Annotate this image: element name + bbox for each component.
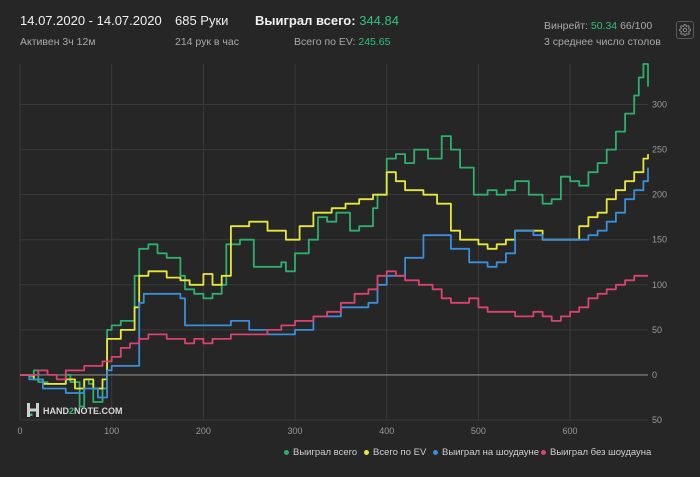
- x-tick-label: 600: [563, 426, 578, 436]
- ev-total-label: Всего по EV:: [294, 36, 356, 48]
- y-tick-label: 200: [652, 190, 667, 200]
- legend-label: Выиграл всего: [293, 447, 358, 458]
- x-tick-label: 400: [379, 426, 394, 436]
- won-total: Выиграл всего: 344.84: [255, 13, 399, 28]
- legend-dot: [541, 450, 546, 455]
- y-tick-label: 150: [652, 235, 667, 245]
- y-tick-label: 50: [652, 325, 662, 335]
- chart-legend: Выиграл всего Всего по EV Выиграл на шоу…: [0, 444, 700, 460]
- watermark: HAND2NOTE.COM: [27, 403, 123, 417]
- avg-tables: 3 среднее число столов: [544, 36, 661, 48]
- y-tick-label: 0: [652, 370, 657, 380]
- legend-label: Всего по EV: [373, 447, 427, 458]
- winrate: Винрейт: 50.34 66/100: [544, 20, 652, 32]
- watermark-text: HAND2NOTE.COM: [43, 406, 123, 416]
- x-tick-label: 0: [17, 426, 22, 436]
- y-tick-label: 100: [652, 280, 667, 290]
- ev-total-value: 245.65: [358, 36, 391, 48]
- hands-per-hour: 214 рук в час: [175, 36, 239, 48]
- series-line-3: [20, 270, 648, 381]
- legend-label: Выиграл без шоудауна: [550, 447, 652, 458]
- x-tick-label: 500: [471, 426, 486, 436]
- legend-item-won-total[interactable]: Выиграл всего: [284, 447, 357, 458]
- won-total-value: 344.84: [359, 13, 399, 28]
- hands-count: 685 Руки: [175, 13, 229, 28]
- legend-item-ev-total[interactable]: Всего по EV: [364, 447, 426, 458]
- won-total-label: Выиграл всего:: [255, 13, 356, 28]
- series-line-2: [20, 167, 649, 399]
- winrate-label: Винрейт:: [544, 20, 588, 32]
- ev-total: Всего по EV: 245.65: [294, 36, 390, 48]
- winrate-value: 50.34: [590, 20, 618, 32]
- y-tick-label: 50: [652, 415, 662, 425]
- active-time: Активен 3ч 12м: [20, 36, 96, 48]
- y-tick-label: 250: [652, 145, 667, 155]
- x-tick-label: 200: [196, 426, 211, 436]
- x-tick-label: 300: [288, 426, 303, 436]
- gear-icon: [679, 24, 691, 36]
- legend-dot: [364, 450, 369, 455]
- date-range: 14.07.2020 - 14.07.2020: [20, 13, 162, 28]
- settings-button[interactable]: [676, 21, 694, 39]
- legend-label: Выиграл на шоудауне: [442, 447, 540, 458]
- legend-dot: [284, 450, 289, 455]
- winrate-count: 66/100: [620, 20, 653, 32]
- series-line-1: [20, 154, 649, 390]
- legend-item-showdown[interactable]: Выиграл на шоудауне: [433, 447, 539, 458]
- stats-header: 14.07.2020 - 14.07.2020 Активен 3ч 12м 6…: [0, 0, 700, 60]
- y-tick-label: 300: [652, 100, 667, 110]
- legend-dot: [433, 450, 438, 455]
- hand2note-logo-icon: [27, 403, 39, 417]
- series-lines: [20, 63, 649, 408]
- legend-item-non-showdown[interactable]: Выиграл без шоудауна: [541, 447, 651, 458]
- x-tick-label: 100: [104, 426, 119, 436]
- series-line-0: [20, 63, 649, 408]
